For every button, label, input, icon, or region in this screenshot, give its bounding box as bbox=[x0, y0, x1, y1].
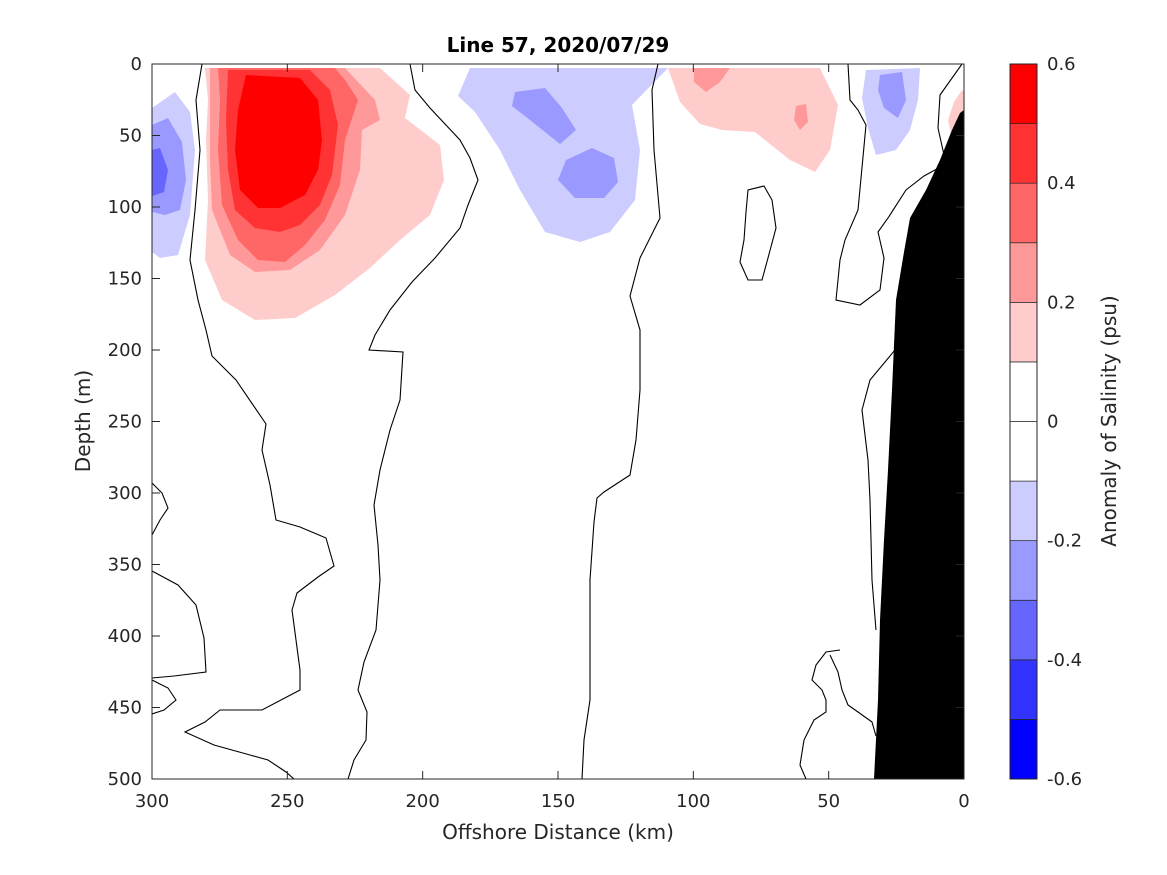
contour-fill-neg-0.2-nearshore bbox=[878, 72, 906, 118]
colorbar-segment bbox=[1009, 63, 1038, 124]
y-tick-label: 200 bbox=[108, 340, 142, 361]
contour-fill-pos-0.2-nearshore-a bbox=[694, 68, 730, 92]
contour-fill-neg-0.2-mid-a bbox=[512, 88, 576, 144]
zero-contour-line bbox=[581, 64, 661, 779]
y-tick-label: 500 bbox=[108, 769, 142, 790]
zero-contour-line bbox=[183, 64, 335, 779]
x-tick-label: 100 bbox=[676, 791, 710, 812]
y-axis: 0 50 100 150 200 250 300 350 400 450 500 bbox=[108, 54, 964, 790]
zero-contour-line bbox=[152, 679, 177, 715]
colorbar-segment bbox=[1009, 480, 1038, 542]
zero-contour-line bbox=[152, 482, 169, 536]
contour-fill-neg-0.1-mid bbox=[458, 68, 668, 242]
colorbar-ticks: 0.6 0.4 0.2 0 -0.2 -0.4 -0.6 bbox=[1047, 54, 1082, 790]
colorbar-tick-label: 0.2 bbox=[1047, 292, 1076, 313]
zero-contour-lines bbox=[152, 64, 963, 779]
zero-contour-line bbox=[152, 570, 207, 679]
x-tick-label: 200 bbox=[405, 791, 439, 812]
contour-fill-pos-0.5 bbox=[235, 75, 322, 208]
contour-plot-area bbox=[152, 64, 964, 779]
contour-fill-pos-0.1-nearshore bbox=[668, 68, 838, 172]
y-axis-label: Depth (m) bbox=[71, 370, 95, 472]
colorbar-segment bbox=[1009, 182, 1038, 244]
contour-fill-pos-0.2-nearshore-b bbox=[794, 104, 808, 130]
colorbar-segment bbox=[1009, 421, 1038, 482]
colorbar-segment bbox=[1009, 659, 1038, 720]
colorbar-tick-label: 0.6 bbox=[1047, 54, 1076, 75]
zero-contour-line bbox=[739, 185, 777, 281]
x-tick-label: 150 bbox=[541, 791, 575, 812]
y-tick-label: 100 bbox=[108, 197, 142, 218]
colorbar-tick-label: -0.2 bbox=[1047, 531, 1082, 552]
colorbar-frame bbox=[1009, 63, 1038, 780]
x-tick-label: 0 bbox=[958, 791, 969, 812]
colorbar-label: Anomaly of Salinity (psu) bbox=[1097, 295, 1121, 546]
colorbar bbox=[1009, 63, 1038, 780]
y-tick-label: 450 bbox=[108, 698, 142, 719]
colorbar-segment bbox=[1009, 361, 1038, 422]
contour-fill-neg-0.3-offshore bbox=[152, 148, 168, 196]
colorbar-tick-label: -0.6 bbox=[1047, 769, 1082, 790]
x-tick-label: 50 bbox=[817, 791, 840, 812]
y-tick-label: 0 bbox=[131, 54, 142, 75]
colorbar-tick-label: 0.4 bbox=[1047, 173, 1076, 194]
y-tick-label: 350 bbox=[108, 555, 142, 576]
colorbar-tick-label: 0 bbox=[1047, 412, 1058, 433]
zero-contour-line bbox=[347, 64, 479, 779]
zero-contour-line bbox=[829, 654, 877, 737]
chart-title: Line 57, 2020/07/29 bbox=[447, 33, 670, 57]
x-axis-label: Offshore Distance (km) bbox=[442, 820, 674, 844]
x-axis: 300 250 200 150 100 50 0 bbox=[135, 64, 970, 812]
bottom-topography bbox=[874, 110, 964, 779]
colorbar-segment bbox=[1009, 242, 1038, 303]
y-tick-label: 400 bbox=[108, 626, 142, 647]
colorbar-segment bbox=[1009, 123, 1038, 184]
y-tick-label: 300 bbox=[108, 483, 142, 504]
colorbar-segment bbox=[1009, 599, 1038, 661]
zero-contour-line bbox=[799, 649, 841, 779]
y-tick-label: 250 bbox=[108, 412, 142, 433]
colorbar-segment bbox=[1009, 719, 1038, 780]
x-tick-label: 300 bbox=[135, 791, 169, 812]
y-tick-label: 150 bbox=[108, 269, 142, 290]
contour-fill-neg-0.2-mid-b bbox=[558, 148, 618, 198]
zero-contour-line bbox=[861, 349, 896, 631]
colorbar-segment bbox=[1009, 540, 1038, 601]
y-tick-label: 50 bbox=[119, 126, 142, 147]
colorbar-tick-label: -0.4 bbox=[1047, 650, 1082, 671]
colorbar-segment bbox=[1009, 301, 1038, 363]
x-tick-label: 250 bbox=[270, 791, 304, 812]
